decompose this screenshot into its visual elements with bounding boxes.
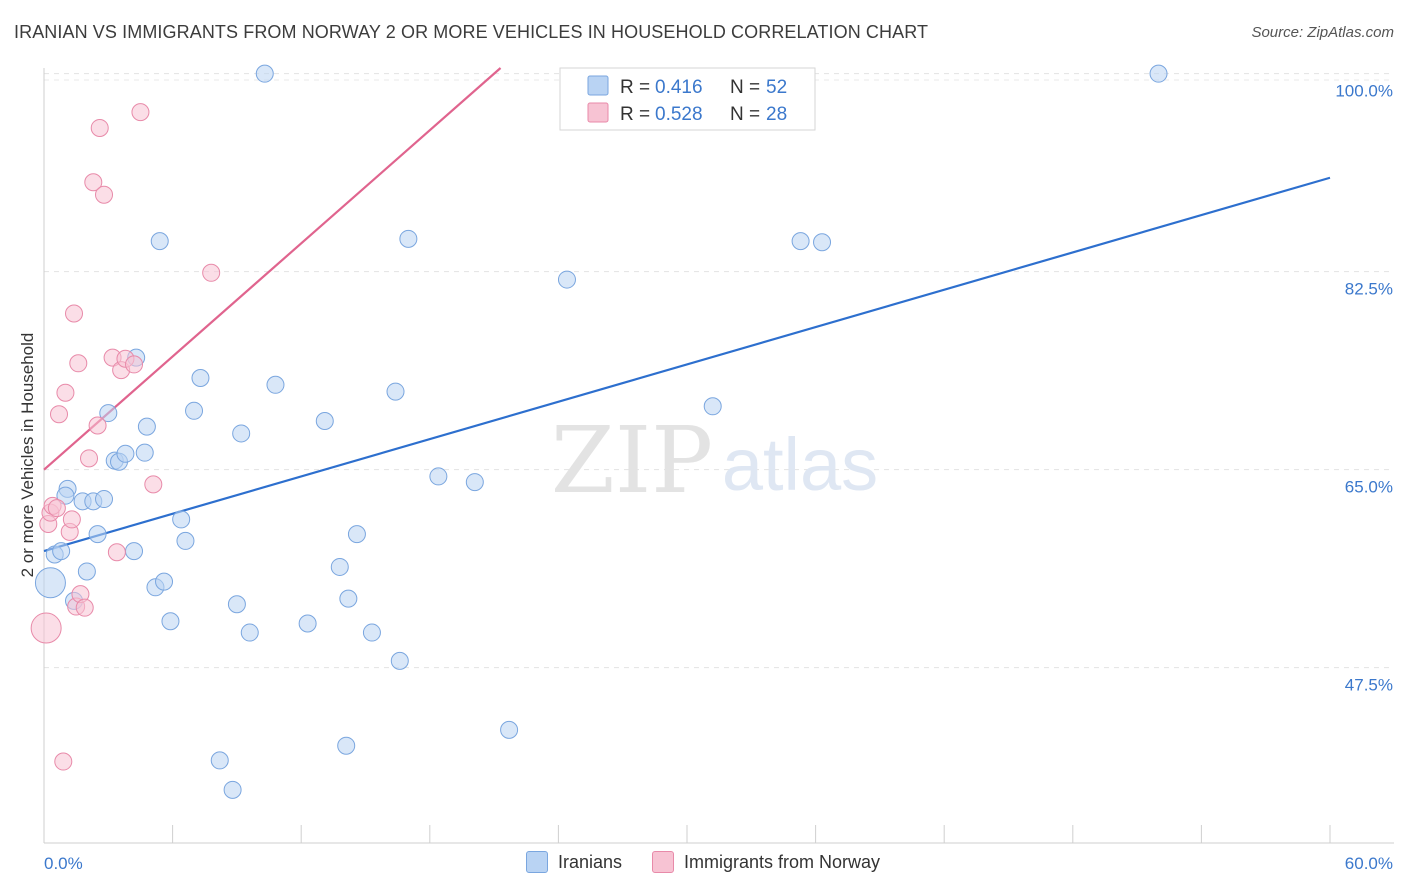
iranians-point [337,736,356,755]
norway-point [65,304,84,323]
legend-swatch-iranians [587,75,609,96]
iranians-point [155,572,174,591]
legend-item-norway[interactable]: Immigrants from Norway [652,851,880,873]
x-tick-label: 0.0% [44,854,83,873]
legend-r-value: 0.416 [655,77,703,98]
iranians-point [125,542,144,561]
iranians-point [255,64,274,83]
norway-point [54,752,73,771]
legend-swatch-norway [587,102,609,123]
legend-r-value: 0.528 [655,104,703,125]
norway-point [30,612,62,644]
norway-point [62,510,81,529]
iranians-point [298,614,317,633]
iranians-point [557,270,576,289]
norway-point [56,383,75,402]
norway-point [107,543,126,562]
y-tick-label: 82.5% [1345,280,1393,299]
gridlines [44,73,1394,669]
iranians-point [390,651,409,670]
norway-point [95,185,114,204]
iranians-point [116,444,135,463]
legend-n-label: N = [730,104,765,125]
data-points [30,64,1168,799]
norway-point [84,173,103,192]
source-credit: Source: ZipAtlas.com [1251,24,1394,41]
norway-point [202,263,221,282]
iranians-point [161,612,180,631]
trendlines [43,67,1331,553]
legend-item-iranians[interactable]: Iranians [525,851,622,873]
iranians-point [347,525,366,544]
norway-swatch-icon [652,851,674,873]
correlation-legend: R = 0.416 N = 52 R = 0.528 N = 28 [559,67,816,131]
iranians-point [137,417,156,436]
iranians-point [34,567,66,599]
iranians-point [330,557,349,576]
legend-r-label: R = [620,77,655,98]
y-tick-label: 100.0% [1335,82,1393,101]
iranians-point [500,720,519,739]
y-tick-label: 47.5% [1345,676,1393,695]
iranians-point [150,232,169,251]
legend-n-value: 52 [766,77,787,98]
legend-r-label: R = [620,104,655,125]
norway-point [50,405,69,424]
iranians-point [77,562,96,581]
norway-point [69,354,88,373]
iranians-point [232,424,251,443]
iranians-point [399,229,418,248]
iranians-point [315,411,334,430]
iranians-point [223,780,242,799]
iranians-point [191,369,210,387]
iranians-point [1149,64,1168,83]
series-legend: Iranians Immigrants from Norway [0,851,1406,873]
y-tick-label: 65.0% [1345,478,1393,497]
iranians-point [185,401,204,420]
iranians-point [339,589,358,608]
legend-n-label: N = [730,77,765,98]
iranians-point [52,542,71,561]
legend-label: Iranians [557,851,622,872]
iranians-point [266,375,285,394]
watermark-atlas: atlas [722,423,878,506]
norway-point [75,598,94,617]
norway-point [125,355,144,374]
norway-point [90,118,109,137]
iranians-point [703,397,722,416]
iranians-point [88,525,107,544]
iranians-point [99,404,118,423]
watermark: ZIP atlas [551,407,878,514]
iranians-swatch-icon [525,851,548,873]
norway-point [131,103,150,122]
norway-point [88,416,107,435]
norway-trendline [43,67,502,471]
iranians-point [240,623,259,642]
norway-point [47,499,66,518]
iranians-trendline [43,176,1331,553]
iranians-point [465,473,484,492]
iranians-point [172,510,191,529]
legend-label: Immigrants from Norway [684,851,881,872]
x-tick-label: 60.0% [1345,854,1393,873]
iranians-point [56,486,75,505]
chart-title: IRANIAN VS IMMIGRANTS FROM NORWAY 2 OR M… [14,22,929,42]
iranians-point [791,232,810,251]
iranians-point [813,233,832,252]
iranians-point [176,531,195,550]
norway-point [144,475,163,494]
legend-n-value: 28 [766,104,787,125]
norway-point [80,449,99,468]
iranians-point [386,382,405,401]
axes [43,68,1394,844]
tick-labels: 47.5% 65.0% 82.5% 100.0% 0.0% 60.0% [44,82,1393,873]
iranians-point [429,467,448,486]
iranians-point [210,751,229,770]
iranians-point [95,490,114,509]
watermark-zip: ZIP [551,407,713,514]
iranians-point [227,595,246,614]
iranians-point [362,623,381,642]
iranians-point [135,443,154,462]
